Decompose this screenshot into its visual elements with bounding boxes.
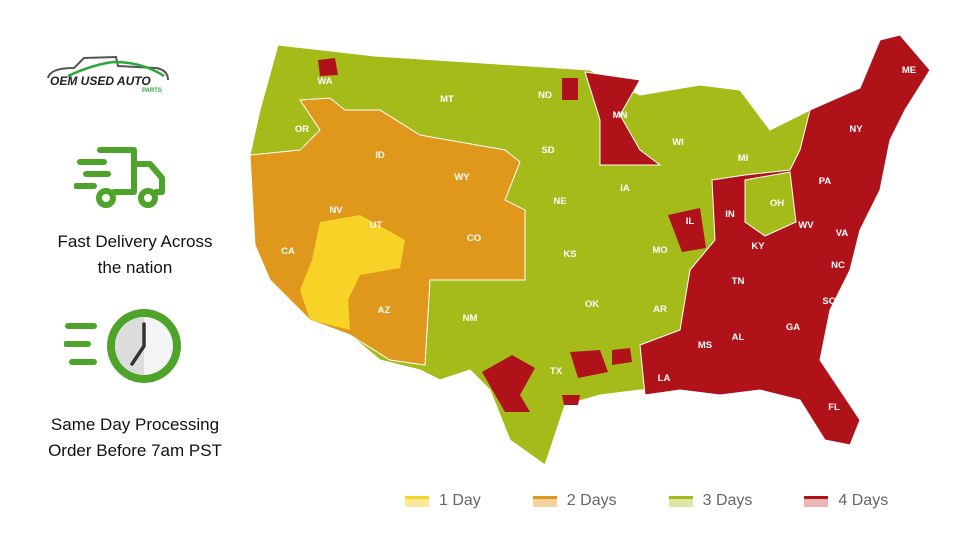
state-label-la: LA — [658, 373, 671, 384]
state-label-mn: MN — [613, 110, 628, 121]
state-label-wy: WY — [454, 172, 470, 183]
delivery-truck-icon — [74, 147, 165, 208]
same-day-processing-text: Same Day Processing Order Before 7am PST — [10, 412, 260, 464]
state-label-in: IN — [725, 209, 735, 220]
state-label-or: OR — [295, 124, 309, 135]
legend-swatch — [532, 495, 557, 507]
state-label-ca: CA — [281, 246, 295, 257]
state-label-ny: NY — [849, 124, 863, 135]
logo-text: OEM USED AUTO — [50, 74, 151, 88]
state-label-ok: OK — [585, 299, 599, 310]
legend-label: 3 Days — [702, 492, 753, 509]
fast-delivery-text: Fast Delivery Across the nation — [10, 229, 260, 281]
state-label-mi: MI — [738, 153, 749, 164]
feature-line: the nation — [97, 258, 173, 277]
clock-icon — [64, 309, 181, 383]
state-label-mt: MT — [440, 94, 454, 105]
logo: OEM USED AUTO PARTS — [44, 52, 174, 98]
region-4-days-east — [639, 34, 931, 446]
legend-label: 4 Days — [838, 492, 889, 509]
state-label-id: ID — [375, 150, 385, 161]
legend-item: 3 Days — [668, 492, 753, 510]
feature-line: Fast Delivery Across — [57, 232, 213, 251]
state-label-sd: SD — [541, 145, 554, 156]
state-label-va: VA — [836, 228, 849, 239]
state-label-wi: WI — [672, 137, 684, 148]
state-label-tn: TN — [732, 276, 745, 287]
state-label-me: ME — [902, 65, 916, 76]
state-label-fl: FL — [828, 402, 840, 413]
legend-swatch — [668, 495, 693, 507]
state-label-az: AZ — [378, 305, 391, 316]
legend-item: 1 Day — [405, 492, 481, 510]
state-label-al: AL — [732, 332, 745, 343]
region-4-days-il — [668, 208, 706, 252]
legend-swatch — [405, 495, 429, 507]
state-label-nv: NV — [329, 205, 343, 216]
state-label-sc: SC — [822, 296, 835, 307]
feature-line: Same Day Processing — [50, 415, 220, 434]
state-label-mo: MO — [652, 245, 667, 256]
region-3-days-oh — [744, 171, 797, 237]
region-4-days-mn — [584, 71, 662, 166]
state-label-ar: AR — [653, 304, 667, 315]
state-label-wa: WA — [317, 76, 332, 87]
legend-swatch — [804, 495, 829, 507]
feature-line: Order Before 7am PST — [48, 441, 222, 460]
state-label-ky: KY — [751, 241, 765, 252]
legend-label: 1 Day — [439, 492, 481, 509]
state-label-nd: ND — [538, 90, 552, 101]
state-label-ga: GA — [786, 322, 800, 333]
state-label-tx: TX — [550, 366, 563, 377]
state-label-wv: WV — [798, 220, 814, 231]
legend-item: 4 Days — [804, 492, 888, 510]
legend: 1 Day 2 Days 3 Days 4 Days — [405, 492, 940, 510]
state-label-ne: NE — [553, 196, 566, 207]
state-label-co: CO — [467, 233, 481, 244]
state-label-nc: NC — [831, 260, 845, 271]
state-label-ut: UT — [370, 220, 383, 231]
state-label-il: IL — [686, 216, 695, 227]
legend-item: 2 Days — [532, 492, 617, 510]
state-label-pa: PA — [819, 176, 832, 187]
state-label-nm: NM — [463, 313, 478, 324]
region-1-day — [300, 215, 405, 330]
legend-label: 2 Days — [566, 492, 617, 509]
state-label-ks: KS — [563, 249, 576, 260]
state-label-ia: IA — [620, 183, 630, 194]
state-label-ms: MS — [698, 340, 712, 351]
state-label-oh: OH — [770, 198, 784, 209]
logo-sub: PARTS — [142, 88, 162, 94]
